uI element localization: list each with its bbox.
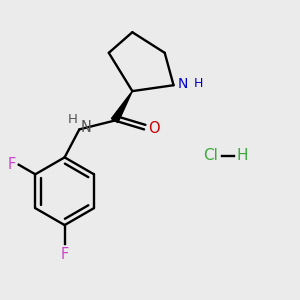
Text: N: N: [81, 120, 92, 135]
Text: F: F: [8, 157, 16, 172]
Text: H: H: [194, 77, 203, 90]
Text: O: O: [148, 121, 160, 136]
Text: Cl: Cl: [203, 148, 218, 164]
Text: N: N: [178, 77, 188, 91]
Polygon shape: [111, 91, 132, 122]
Text: H: H: [237, 148, 248, 164]
Text: F: F: [61, 247, 69, 262]
Text: H: H: [68, 113, 78, 126]
